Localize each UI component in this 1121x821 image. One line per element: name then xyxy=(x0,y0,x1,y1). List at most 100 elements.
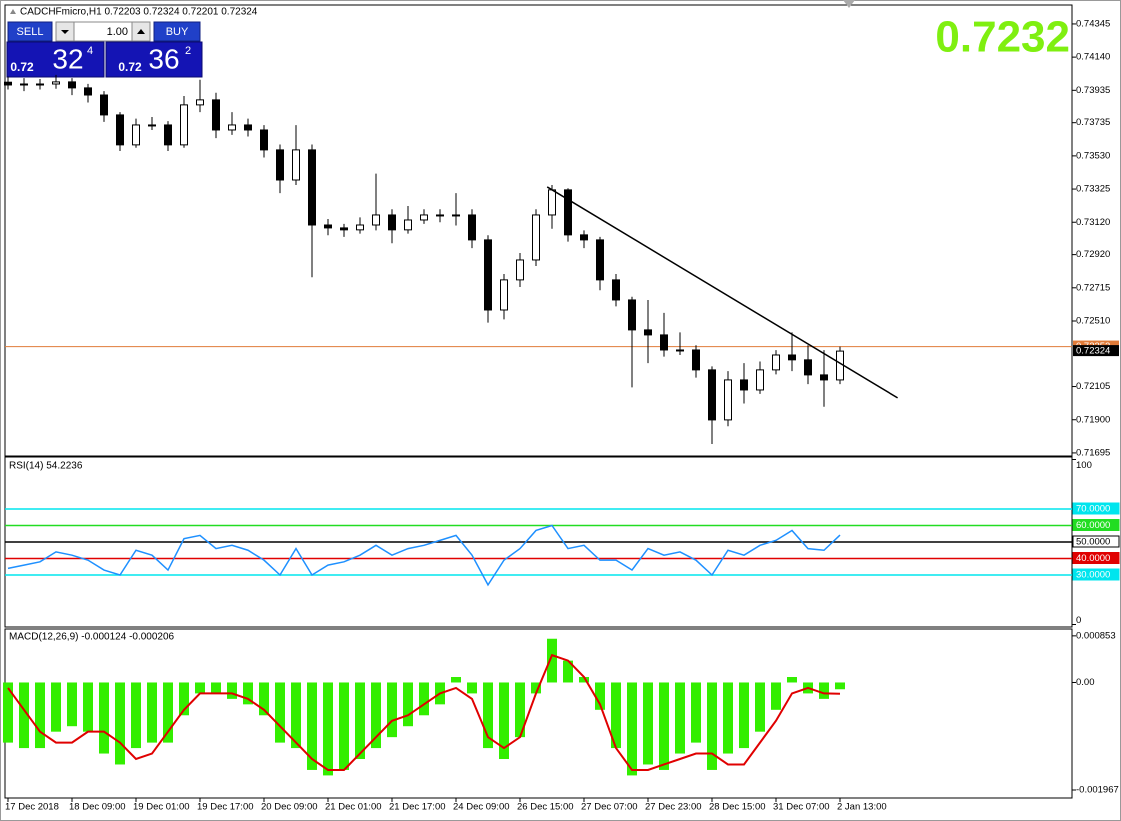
macd-bar xyxy=(451,677,461,683)
candle-body xyxy=(484,239,492,311)
macd-bar xyxy=(499,682,509,760)
candle-body xyxy=(724,379,732,421)
x-tick-label: 20 Dec 09:00 xyxy=(261,802,318,813)
candle-body xyxy=(580,234,588,241)
macd-bar xyxy=(675,682,685,754)
candle-body xyxy=(228,124,236,131)
macd-bar xyxy=(355,682,365,760)
candle-body xyxy=(388,214,396,231)
candle-body xyxy=(52,81,60,85)
arrow-down xyxy=(61,30,69,34)
candle-body xyxy=(212,99,220,131)
level-label: 50.0000 xyxy=(1076,537,1110,548)
rsi-title: RSI(14) 54.2236 xyxy=(9,461,83,472)
candle-body xyxy=(404,219,412,231)
bid-box[interactable] xyxy=(6,41,105,78)
y-tick-label: 0.00 xyxy=(1076,677,1095,688)
candle-body xyxy=(772,354,780,371)
y-tick-label: 0.73325 xyxy=(1076,184,1110,195)
macd-title: MACD(12,26,9) -0.000124 -0.000206 xyxy=(9,632,175,643)
macd-bar xyxy=(403,682,413,727)
candle-body xyxy=(468,214,476,241)
x-tick-label: 2 Jan 13:00 xyxy=(837,802,887,813)
sell-button[interactable] xyxy=(7,21,53,42)
candle-body xyxy=(644,329,652,336)
y-tick-label: 0.73530 xyxy=(1076,150,1110,161)
buy-button[interactable] xyxy=(153,21,201,42)
candle-body xyxy=(804,359,812,376)
candle-body xyxy=(260,129,268,151)
candle-body xyxy=(436,214,444,217)
macd-bar xyxy=(323,682,333,776)
macd-bar xyxy=(755,682,765,732)
macd-bar xyxy=(275,682,285,743)
shift-marker[interactable] xyxy=(843,0,855,8)
x-tick-label: 24 Dec 09:00 xyxy=(453,802,510,813)
macd-bar xyxy=(595,682,605,710)
macd-bar xyxy=(99,682,109,754)
candle-body xyxy=(148,124,156,127)
level-label-box xyxy=(1072,552,1120,564)
sell-label: SELL xyxy=(17,26,44,38)
collapse-arrow[interactable] xyxy=(10,9,16,14)
level-label: 40.0000 xyxy=(1076,553,1110,564)
x-tick-label: 27 Dec 23:00 xyxy=(645,802,702,813)
macd-bar xyxy=(19,682,29,749)
y-tick-label: 0.73935 xyxy=(1076,85,1110,96)
candle-body xyxy=(500,279,508,311)
signal-line xyxy=(7,653,841,771)
chart-header: CADCHFmicro,H1 0.72203 0.72324 0.72201 0… xyxy=(20,7,258,18)
candle-body xyxy=(276,149,284,181)
macd-bar xyxy=(35,682,45,749)
level-label: 70.0000 xyxy=(1076,504,1110,515)
candle-body xyxy=(516,259,524,281)
macd-bar xyxy=(147,682,157,743)
y-tick-label: 0.71695 xyxy=(1076,447,1110,458)
candle-body xyxy=(20,83,28,86)
candle-body xyxy=(708,369,716,421)
y-tick-label: 0.71900 xyxy=(1076,414,1110,425)
candle-body xyxy=(324,224,332,229)
ask-box[interactable] xyxy=(105,41,203,78)
x-tick-label: 21 Dec 17:00 xyxy=(389,802,446,813)
macd-bar xyxy=(819,682,829,699)
macd-bar xyxy=(739,682,749,749)
candle-body xyxy=(68,81,76,89)
macd-bar xyxy=(115,682,125,765)
x-tick-label: 18 Dec 09:00 xyxy=(69,802,126,813)
level-label: 30.0000 xyxy=(1076,570,1110,581)
candle-body xyxy=(820,374,828,381)
candle-body xyxy=(356,224,364,231)
macd-bar xyxy=(835,682,845,690)
y-tick-label: 0.73120 xyxy=(1076,217,1110,228)
macd-bar xyxy=(211,682,221,694)
candle-body xyxy=(4,81,12,86)
macd-bar xyxy=(179,682,189,716)
macd-bar xyxy=(707,682,717,770)
macd-bar xyxy=(291,682,301,749)
macd-bar xyxy=(483,682,493,749)
bid-small: 4 xyxy=(87,45,93,57)
macd-bar xyxy=(547,638,557,683)
macd-bar xyxy=(131,682,141,749)
macd-bar xyxy=(307,682,317,770)
x-tick-label: 19 Dec 01:00 xyxy=(133,802,190,813)
macd-bar xyxy=(467,682,477,694)
macd-bar xyxy=(339,682,349,770)
candle-body xyxy=(612,279,620,301)
rsi-line xyxy=(7,524,841,587)
level-label-box xyxy=(1072,568,1120,581)
macd-bar xyxy=(419,682,429,716)
candle-body xyxy=(308,149,316,226)
candle-body xyxy=(532,214,540,261)
macd-bar xyxy=(563,660,573,683)
y-tick-label: 0.72715 xyxy=(1076,282,1110,293)
macd-bar xyxy=(643,682,653,765)
y-tick-label: 0.72510 xyxy=(1076,316,1110,327)
one-click-trading: SELL 1.00 BUY 0.72 32 4 0.72 36 2 xyxy=(6,21,203,78)
arrow-up xyxy=(137,29,145,34)
candle-body xyxy=(596,239,604,281)
candle-body xyxy=(132,124,140,146)
price-panel xyxy=(4,4,1073,457)
macd-bar xyxy=(387,682,397,738)
